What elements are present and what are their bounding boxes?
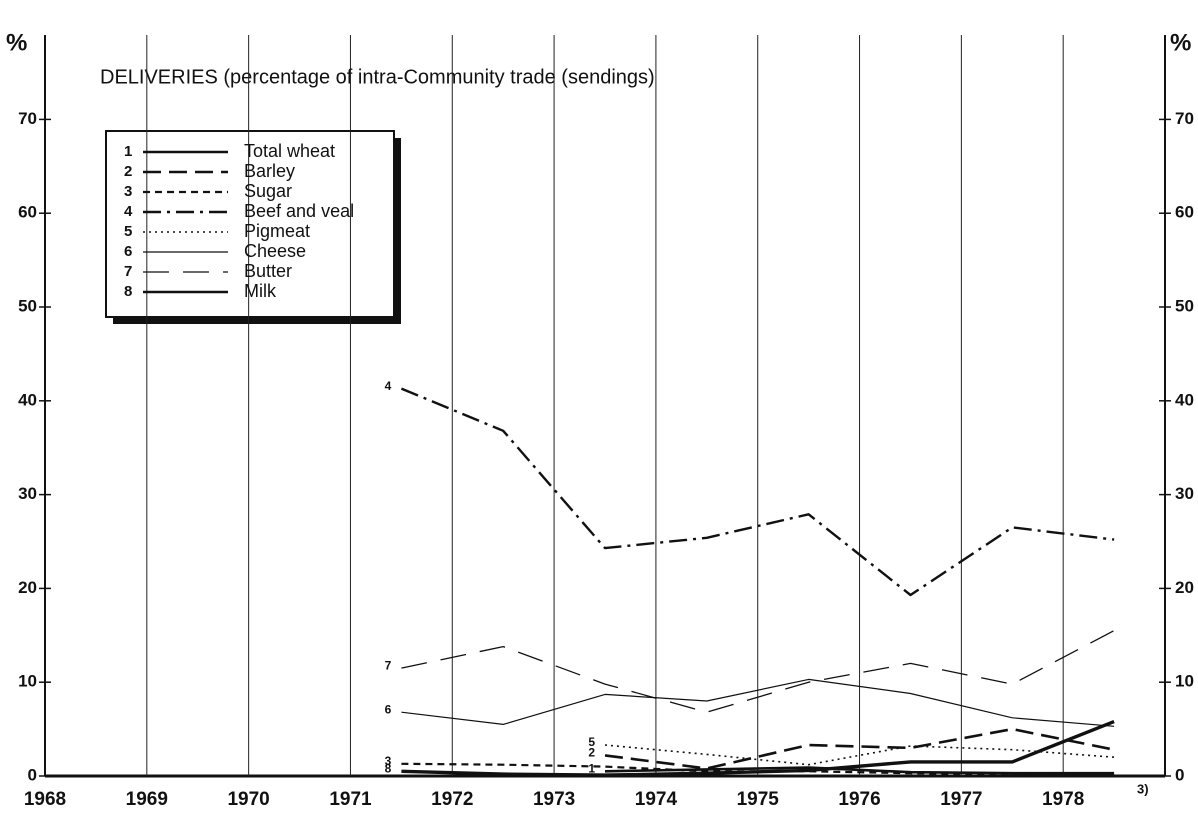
legend-label: Butter (244, 261, 292, 281)
legend-key: 1 (124, 143, 132, 160)
legend-key: 5 (124, 223, 132, 240)
legend-label: Total wheat (244, 141, 335, 161)
y-tick-label-right: 70 (1175, 109, 1194, 128)
series-key: 6 (385, 702, 392, 716)
legend-label: Sugar (244, 181, 292, 201)
y-unit-left: % (6, 29, 27, 56)
legend-key: 8 (124, 283, 132, 300)
y-tick-label: 60 (18, 203, 37, 222)
y-tick-label-right: 0 (1175, 765, 1184, 784)
y-tick-label: 20 (18, 578, 37, 597)
series-key: 4 (385, 379, 392, 393)
y-tick-label-right: 20 (1175, 578, 1194, 597)
x-tick-label: 1974 (635, 789, 678, 810)
y-tick-label: 50 (18, 296, 37, 315)
legend-box (105, 130, 395, 318)
y-tick-label: 10 (18, 672, 37, 691)
series-line (401, 762, 1115, 777)
x-tick-label: 1968 (24, 789, 66, 810)
y-tick-label-right: 30 (1175, 484, 1194, 503)
legend-label: Milk (244, 281, 277, 301)
x-tick-label: 1977 (940, 789, 982, 810)
series-key: 5 (588, 735, 595, 749)
chart-title: DELIVERIES (percentage of intra-Communit… (100, 66, 655, 88)
x-tick-label: 1972 (431, 789, 473, 810)
series-line (604, 727, 1115, 770)
x-tick-label: 1978 (1042, 789, 1084, 810)
series-line (400, 387, 1115, 597)
legend-key: 6 (124, 243, 132, 260)
legend-label: Barley (244, 161, 295, 181)
legend-key: 7 (124, 263, 132, 280)
legend-key: 2 (124, 163, 132, 180)
y-tick-label-right: 60 (1175, 203, 1194, 222)
y-tick-label: 70 (18, 109, 37, 128)
y-tick-label: 40 (18, 390, 37, 409)
x-annotation: 3) (1137, 781, 1149, 796)
series-key: 1 (588, 761, 595, 775)
y-tick-label-right: 10 (1175, 672, 1194, 691)
series-line (401, 678, 1115, 727)
y-unit-right: % (1170, 29, 1191, 56)
legend-label: Cheese (244, 241, 306, 261)
x-tick-label: 1970 (227, 789, 269, 810)
series-key: 2 (588, 746, 595, 760)
series-line (604, 744, 1115, 766)
x-tick-label: 1976 (838, 789, 880, 810)
legend-label: Pigmeat (244, 221, 310, 241)
x-tick-label: 1971 (329, 789, 372, 810)
y-tick-label-right: 40 (1175, 390, 1194, 409)
series-line (401, 720, 1115, 777)
x-tick-label: 1969 (126, 789, 168, 810)
legend-key: 3 (124, 183, 132, 200)
y-tick-label: 0 (28, 765, 37, 784)
series-line (401, 630, 1115, 713)
y-tick-label-right: 50 (1175, 296, 1194, 315)
series-key: 3 (385, 754, 392, 768)
series-key: 7 (385, 658, 392, 672)
y-tick-label: 30 (18, 484, 37, 503)
legend-label: Beef and veal (244, 201, 354, 221)
series-key: 8 (385, 761, 392, 775)
legend-key: 4 (124, 203, 133, 220)
x-tick-label: 1975 (737, 789, 780, 810)
x-tick-label: 1973 (533, 789, 575, 810)
